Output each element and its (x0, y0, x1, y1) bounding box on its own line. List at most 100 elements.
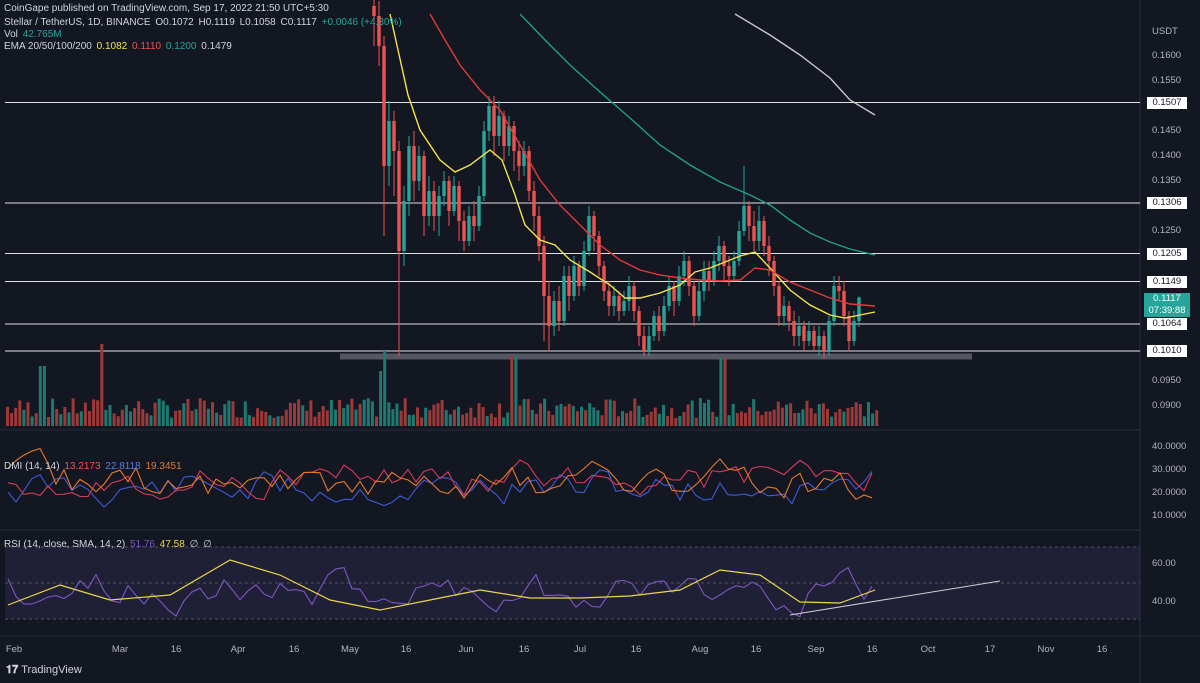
volume-bar (641, 416, 645, 426)
volume-bar (47, 416, 50, 426)
rsi-null-1: ∅ (189, 539, 199, 550)
volume-bar (178, 410, 182, 426)
rsi-trendline (789, 580, 1001, 616)
volume-bar (489, 413, 493, 426)
rsi-ma-line (7, 559, 876, 611)
ema-label[interactable]: EMA 20/50/100/200 (4, 41, 92, 52)
candle-body (807, 331, 811, 341)
volume-bar (247, 415, 251, 426)
candle-body (647, 336, 651, 351)
tradingview-logo[interactable]: 𝟏𝟕 TradingView (6, 664, 82, 677)
volume-bar (744, 412, 747, 426)
volume-bar (440, 399, 444, 426)
volume-bar (785, 404, 788, 426)
volume-bar (735, 413, 739, 426)
candle-body (407, 146, 411, 201)
volume-bar (834, 412, 838, 426)
volume-bar (391, 409, 395, 426)
volume-bar (358, 403, 362, 426)
dmi-label[interactable]: DMI (14, 14) (4, 461, 60, 472)
rsi-label[interactable]: RSI (14, close, SMA, 14, 2) (4, 539, 126, 550)
volume-bar (826, 408, 829, 426)
volume-bar (477, 403, 481, 426)
volume-bar (149, 415, 153, 426)
candle-body (592, 216, 596, 236)
dmi-value-2: 22.8118 (105, 461, 141, 472)
candle-body (837, 286, 841, 291)
volume-bar (768, 411, 772, 426)
volume-bar (268, 415, 272, 426)
candle-body (637, 311, 641, 336)
volume-bar (657, 413, 661, 426)
vol-label[interactable]: Vol (4, 29, 18, 40)
dmi-value-3: 19.3451 (145, 461, 182, 472)
volume-bar (580, 406, 583, 426)
time-tick-label: Nov (1037, 644, 1055, 655)
candle-body (652, 316, 656, 336)
volume-bar (34, 413, 38, 426)
dmi-tick-label: 10.0000 (1152, 510, 1187, 521)
rsi-null-2: ∅ (203, 539, 212, 550)
volume-bar (79, 411, 83, 426)
candle-body (462, 221, 466, 241)
candle-body (667, 286, 671, 306)
volume-bar (395, 403, 399, 426)
volume-bar (670, 408, 674, 426)
candle-body (832, 286, 836, 321)
volume-bar (600, 415, 604, 426)
candle-body (452, 186, 456, 211)
volume-bar (621, 411, 624, 426)
dmi-tick-label: 20.0000 (1152, 487, 1187, 498)
volume-bar (22, 409, 26, 426)
volume-bar (698, 398, 702, 426)
volume-bar (88, 410, 91, 426)
volume-bar (342, 408, 346, 426)
tradingview-text: TradingView (21, 664, 82, 676)
volume-bar (662, 404, 665, 426)
volume-bar (694, 417, 698, 426)
volume-bar (120, 409, 124, 426)
volume-bar (83, 402, 87, 426)
candle-body (602, 266, 606, 291)
volume-bar (571, 405, 575, 426)
time-tick-label: 16 (1096, 644, 1108, 655)
candle-body (817, 336, 821, 346)
candle-body (682, 261, 686, 276)
volume-bar (715, 416, 719, 426)
volume-bar (596, 410, 600, 426)
volume-bar (194, 409, 198, 426)
volume-bar (518, 405, 522, 426)
rsi-ma-value: 47.58 (159, 539, 185, 550)
currency-label: USDT (1152, 26, 1178, 37)
candle-body (572, 266, 576, 296)
candle-body (697, 291, 701, 316)
volume-bar (559, 403, 563, 426)
ema200-value: 0.1479 (201, 41, 232, 52)
volume-bar (284, 409, 288, 426)
volume-bar (38, 366, 42, 426)
volume-bar (555, 405, 559, 426)
candle-body (792, 321, 796, 336)
level-price-label: 0.1507 (1146, 95, 1188, 110)
ohlc-close: C0.1117 (280, 17, 317, 28)
volume-bar (67, 412, 71, 426)
price-tick-label: 0.0950 (1152, 375, 1182, 386)
candle-body (672, 286, 676, 301)
volume-bar (604, 399, 608, 426)
candle-body (472, 216, 476, 226)
symbol-text[interactable]: Stellar / TetherUS, 1D, BINANCE (4, 17, 151, 28)
volume-bar (514, 356, 518, 426)
volume-bar (26, 402, 30, 426)
candle-body (577, 266, 581, 286)
ema50-value: 0.1110 (132, 41, 162, 52)
volume-bar (280, 415, 284, 426)
volume-bar (321, 405, 325, 426)
volume-bar (731, 403, 735, 426)
volume-bar (338, 400, 342, 426)
countdown-value: 07:39:88 (1148, 305, 1186, 316)
volume-bar (723, 358, 727, 426)
ohlc-open: O0.1072 (155, 17, 194, 28)
volume-bar (838, 408, 842, 426)
volume-bar (161, 400, 165, 426)
